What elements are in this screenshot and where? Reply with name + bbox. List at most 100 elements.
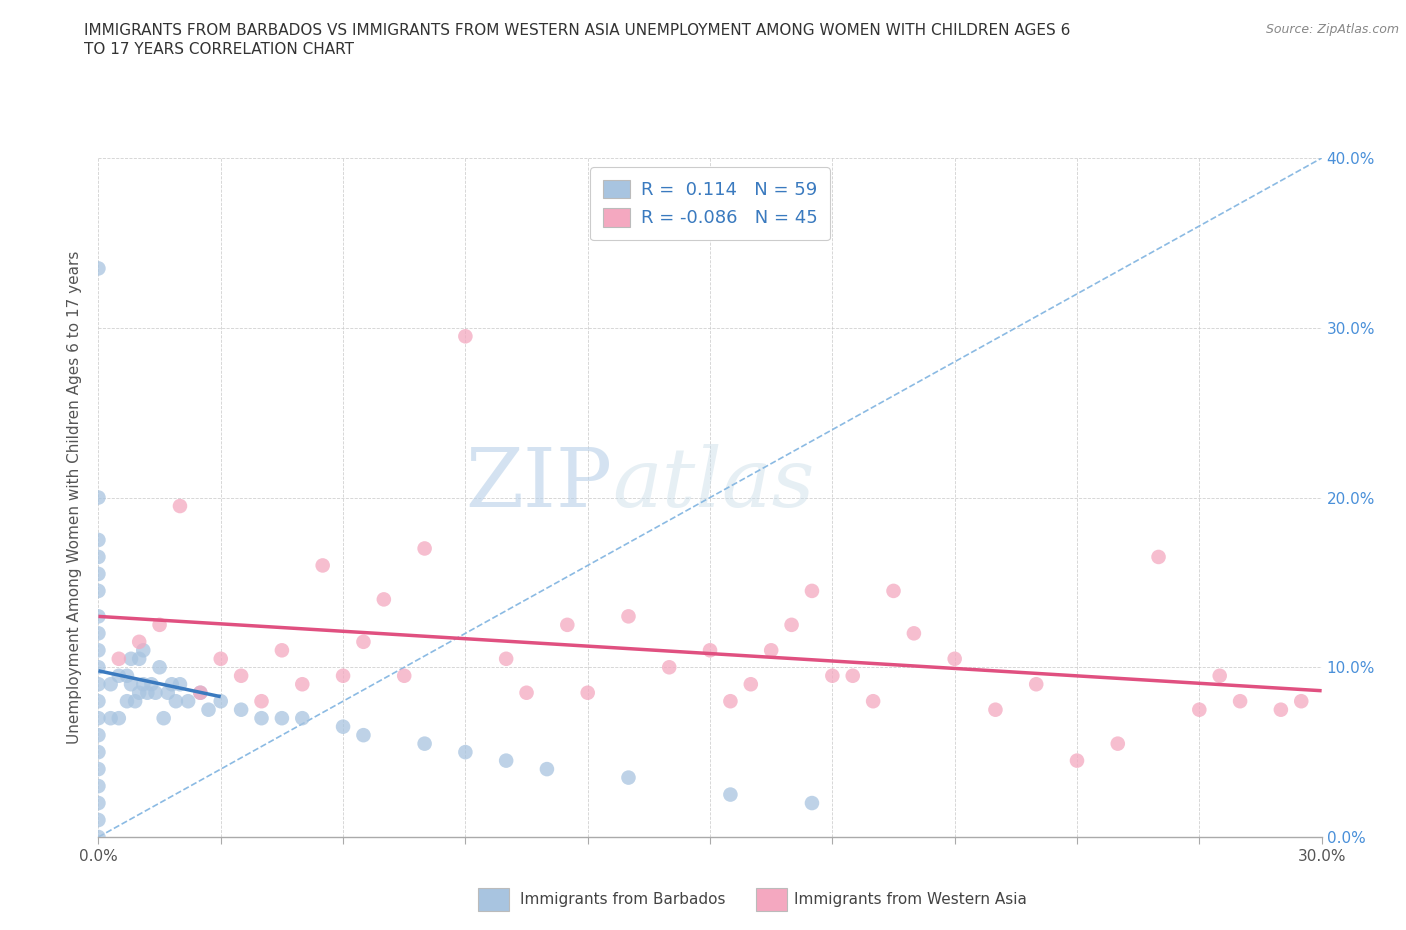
Legend: R =  0.114   N = 59, R = -0.086   N = 45: R = 0.114 N = 59, R = -0.086 N = 45 xyxy=(591,167,830,240)
Point xyxy=(821,669,844,684)
Text: IMMIGRANTS FROM BARBADOS VS IMMIGRANTS FROM WESTERN ASIA UNEMPLOYMENT AMONG WOME: IMMIGRANTS FROM BARBADOS VS IMMIGRANTS F… xyxy=(84,23,1071,38)
Point xyxy=(87,745,110,760)
Point xyxy=(87,261,110,276)
Point xyxy=(862,694,884,709)
Point xyxy=(291,677,314,692)
Point xyxy=(454,329,477,344)
Point xyxy=(454,745,477,760)
Point xyxy=(903,626,925,641)
Point xyxy=(128,685,150,700)
Point xyxy=(165,694,187,709)
Point xyxy=(120,651,142,666)
Point xyxy=(169,498,191,513)
Point xyxy=(149,618,172,632)
Point xyxy=(231,702,253,717)
Point xyxy=(87,796,110,811)
Point xyxy=(132,677,155,692)
Bar xyxy=(478,888,509,911)
Point xyxy=(495,651,517,666)
Point xyxy=(699,643,721,658)
Point xyxy=(87,762,110,777)
Point xyxy=(1066,753,1088,768)
Point xyxy=(516,685,538,700)
Point xyxy=(413,541,436,556)
Point xyxy=(177,694,200,709)
Text: TO 17 YEARS CORRELATION CHART: TO 17 YEARS CORRELATION CHART xyxy=(84,42,354,57)
Point xyxy=(1209,669,1232,684)
Point xyxy=(352,634,374,649)
Point xyxy=(332,669,354,684)
Point xyxy=(943,651,966,666)
Point xyxy=(132,643,155,658)
Point xyxy=(87,727,110,742)
Point xyxy=(1025,677,1047,692)
Point xyxy=(270,643,294,658)
Point xyxy=(720,787,742,802)
Point xyxy=(87,778,110,793)
Point xyxy=(87,677,110,692)
Point xyxy=(801,796,824,811)
Text: Immigrants from Western Asia: Immigrants from Western Asia xyxy=(794,892,1028,907)
Point xyxy=(209,651,232,666)
Point xyxy=(87,626,110,641)
Point xyxy=(120,677,142,692)
Point xyxy=(1188,702,1211,717)
Point xyxy=(87,711,110,725)
Point xyxy=(1107,737,1129,751)
Point xyxy=(231,669,253,684)
Point xyxy=(1147,550,1170,565)
Point xyxy=(617,609,640,624)
Point xyxy=(617,770,640,785)
Point xyxy=(780,618,803,632)
Point xyxy=(883,583,905,598)
Point xyxy=(209,694,232,709)
Point xyxy=(1291,694,1313,709)
Point xyxy=(87,609,110,624)
Y-axis label: Unemployment Among Women with Children Ages 6 to 17 years: Unemployment Among Women with Children A… xyxy=(67,251,83,744)
Point xyxy=(270,711,294,725)
Point xyxy=(332,719,354,734)
Point xyxy=(87,660,110,675)
Point xyxy=(149,660,172,675)
Point xyxy=(250,711,273,725)
Point xyxy=(250,694,273,709)
Point xyxy=(87,550,110,565)
Point xyxy=(188,685,212,700)
Point xyxy=(145,685,167,700)
Point xyxy=(100,677,122,692)
Bar xyxy=(756,888,787,911)
Text: ZIP: ZIP xyxy=(465,444,612,524)
Point xyxy=(740,677,762,692)
Point xyxy=(108,651,131,666)
Text: Immigrants from Barbados: Immigrants from Barbados xyxy=(520,892,725,907)
Point xyxy=(557,618,579,632)
Point xyxy=(115,694,138,709)
Point xyxy=(108,669,131,684)
Point xyxy=(128,634,150,649)
Point xyxy=(413,737,436,751)
Point xyxy=(761,643,783,658)
Point xyxy=(87,566,110,581)
Point xyxy=(128,651,150,666)
Point xyxy=(169,677,191,692)
Point xyxy=(87,583,110,598)
Point xyxy=(188,685,212,700)
Point xyxy=(1229,694,1251,709)
Point xyxy=(87,643,110,658)
Point xyxy=(352,727,374,742)
Point xyxy=(87,830,110,844)
Point xyxy=(87,694,110,709)
Point xyxy=(87,490,110,505)
Point xyxy=(536,762,558,777)
Point xyxy=(136,685,159,700)
Point xyxy=(392,669,416,684)
Point xyxy=(100,711,122,725)
Point xyxy=(156,685,179,700)
Point xyxy=(312,558,335,573)
Point xyxy=(291,711,314,725)
Point xyxy=(801,583,824,598)
Point xyxy=(152,711,174,725)
Point xyxy=(841,669,863,684)
Point xyxy=(576,685,599,700)
Point xyxy=(108,711,131,725)
